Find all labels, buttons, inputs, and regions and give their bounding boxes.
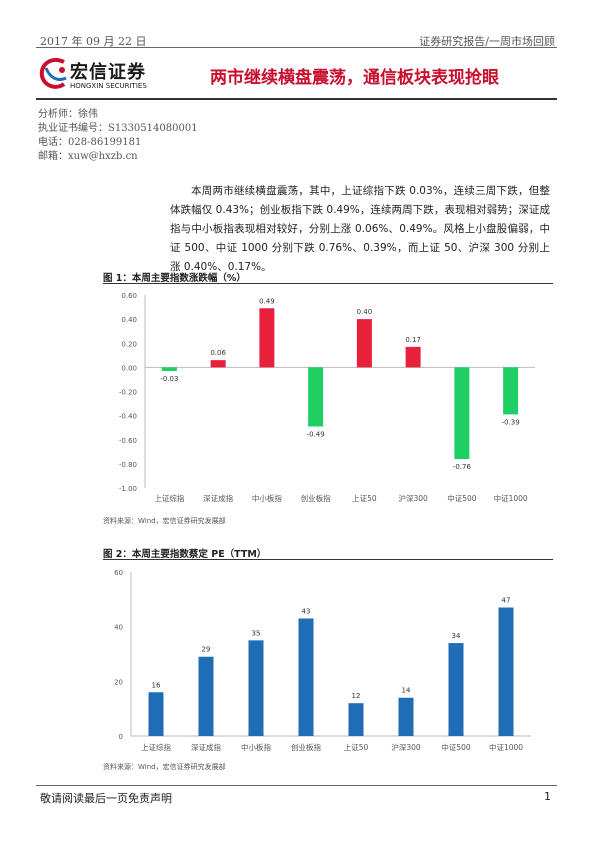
- category-label: 创业板指: [291, 742, 321, 752]
- data-label: 0.49: [259, 297, 275, 305]
- y-tick-label: 0: [119, 733, 123, 741]
- category-label: 中证1000: [494, 493, 528, 503]
- category-label: 中小板指: [241, 742, 271, 752]
- data-label: 47: [502, 597, 511, 605]
- data-label: 35: [252, 629, 261, 637]
- change-chart: 0.60 0.40 0.20 0.00 -0.20 -0.40 -0.60 -0.80 -1.0…: [119, 292, 535, 503]
- bar: [448, 643, 464, 736]
- category-label: 上证50: [352, 494, 377, 503]
- category-label: 上证50: [344, 743, 369, 752]
- analyst-email: 邮箱：xuw@hxzb.cn: [38, 151, 138, 162]
- data-label: 0.40: [357, 308, 373, 316]
- category-label: 中小板指: [252, 493, 282, 503]
- y-tick-label: 40: [114, 624, 123, 632]
- disclaimer-note: 敬请阅读最后一页免责声明: [40, 792, 172, 805]
- category-label: 中证500: [447, 493, 477, 503]
- data-label: 14: [402, 687, 411, 695]
- category-label: 创业板指: [301, 493, 331, 503]
- figure1-title: 图 1：本周主要指数涨跌幅（%）: [103, 273, 246, 284]
- y-tick-label: -0.60: [119, 437, 137, 445]
- category-label: 深证成指: [191, 742, 221, 752]
- data-label: -0.39: [502, 418, 520, 426]
- category-label: 上证综指: [141, 742, 171, 752]
- bar: [161, 367, 177, 371]
- category-label: 深证成指: [203, 493, 233, 503]
- bar: [405, 346, 421, 368]
- bar: [198, 656, 214, 736]
- bar: [308, 367, 324, 427]
- data-label: 0.17: [405, 336, 421, 344]
- page-number: 1: [544, 790, 551, 803]
- bar: [248, 640, 264, 736]
- analyst-cert: 执业证书编号：S1330514080001: [38, 123, 198, 134]
- figure1-source: 资料来源：Wind，宏信证券研究发展部: [103, 517, 226, 525]
- bar: [259, 308, 275, 368]
- data-label: -0.49: [307, 430, 325, 438]
- pe-chart: 60 40 20 0 16 上证综指 29 深证成指 35 中小板指 43 创业板指 12 上证50 14 沪…: [114, 569, 531, 752]
- category-label: 沪深300: [398, 493, 428, 503]
- data-label: 29: [202, 646, 211, 654]
- summary-paragraph: 本周两市继续横盘震荡，其中，上证综指下跌 0.03%，连续三周下跌，但整体跌幅仅…: [170, 185, 550, 273]
- y-tick-label: 0.60: [121, 292, 137, 300]
- data-label: -0.76: [453, 463, 472, 471]
- analyst-phone: 电话：028-86199181: [38, 137, 142, 148]
- footer-divider: [36, 785, 557, 786]
- y-tick-label: 60: [114, 569, 123, 577]
- y-tick-label: 20: [114, 678, 123, 686]
- data-label: 0.06: [210, 349, 226, 357]
- data-label: -0.03: [160, 375, 178, 383]
- data-label: 34: [452, 632, 461, 640]
- category-label: 中证500: [441, 742, 471, 752]
- title-divider: [36, 98, 557, 100]
- report-date: 2017 年 09 月 22 日: [40, 35, 147, 48]
- data-label: 43: [302, 607, 311, 615]
- bar: [498, 607, 514, 736]
- bar: [503, 367, 519, 415]
- bar: [454, 367, 470, 460]
- data-label: 16: [152, 681, 161, 689]
- y-tick-label: -0.20: [119, 389, 137, 397]
- brand-name: 宏信证券: [70, 62, 146, 83]
- bar: [210, 360, 226, 368]
- category-label: 沪深300: [391, 742, 421, 752]
- category-label: 中证1000: [489, 742, 523, 752]
- report-title: 两市继续横盘震荡，通信板块表现抢眼: [210, 68, 499, 88]
- data-label: 12: [352, 692, 361, 700]
- brand-subname: HONGXIN SECURITIES: [70, 82, 147, 90]
- bar: [298, 618, 314, 736]
- figure1-title-rule: [103, 283, 553, 284]
- y-tick-label: 0.20: [121, 340, 137, 348]
- bar: [148, 692, 164, 736]
- bar: [356, 319, 372, 368]
- y-tick-label: 0.00: [121, 364, 137, 372]
- figure2-title-rule: [103, 559, 553, 560]
- figure2-source: 资料来源：Wind，宏信证券研究发展部: [103, 763, 226, 771]
- report-category: 证券研究报告/一周市场回顾: [419, 35, 555, 48]
- brand-logo-icon: [39, 57, 67, 89]
- category-label: 上证综指: [154, 493, 184, 503]
- y-tick-label: -0.80: [119, 461, 137, 469]
- y-tick-label: -0.40: [119, 413, 137, 421]
- analyst-name: 分析师：徐伟: [38, 109, 98, 120]
- header-divider: [36, 47, 557, 48]
- bar: [348, 703, 364, 736]
- bar: [398, 697, 414, 736]
- y-tick-label: 0.40: [121, 316, 137, 324]
- y-tick-label: -1.00: [119, 485, 137, 493]
- figure2-title: 图 2：本周主要指数蔡定 PE（TTM）: [103, 549, 267, 560]
